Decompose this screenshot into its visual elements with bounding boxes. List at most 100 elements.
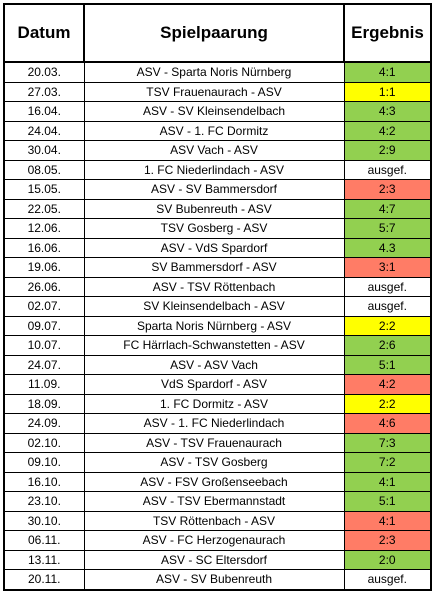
cell-spielpaarung: ASV - SV Bammersdorf bbox=[83, 179, 345, 200]
table-row: 06.11. ASV - FC Herzogenaurach 2:3 bbox=[3, 530, 432, 551]
cell-spielpaarung: ASV - FSV Großenseebach bbox=[83, 471, 345, 492]
table-row: 02.10. ASV - TSV Frauenaurach 7:3 bbox=[3, 432, 432, 453]
results-table: Datum Spielpaarung Ergebnis 20.03. ASV - … bbox=[3, 3, 432, 591]
cell-ergebnis: 4.3 bbox=[343, 237, 432, 258]
cell-ergebnis: 2:3 bbox=[343, 179, 432, 200]
cell-ergebnis: 4:1 bbox=[343, 510, 432, 531]
cell-ergebnis: ausgef. bbox=[343, 276, 432, 297]
table-row: 11.09. VdS Spardorf - ASV 4:2 bbox=[3, 374, 432, 395]
cell-ergebnis: 7:2 bbox=[343, 452, 432, 473]
table-row: 08.05. 1. FC Niederlindach - ASV ausgef. bbox=[3, 159, 432, 180]
cell-ergebnis: 4:3 bbox=[343, 101, 432, 122]
cell-ergebnis: 2:3 bbox=[343, 530, 432, 551]
table-row: 12.06. TSV Gosberg - ASV 5:7 bbox=[3, 218, 432, 239]
cell-datum: 23.10. bbox=[3, 491, 85, 512]
cell-datum: 15.05. bbox=[3, 179, 85, 200]
table-body: 20.03. ASV - Sparta Noris Nürnberg 4:1 27.0… bbox=[3, 61, 432, 591]
cell-ergebnis: 5:7 bbox=[343, 218, 432, 239]
table-row: 16.04. ASV - SV Kleinsendelbach 4:3 bbox=[3, 101, 432, 122]
cell-datum: 12.06. bbox=[3, 218, 85, 239]
cell-datum: 09.07. bbox=[3, 315, 85, 336]
cell-datum: 13.11. bbox=[3, 549, 85, 570]
cell-spielpaarung: ASV - SV Kleinsendelbach bbox=[83, 101, 345, 122]
table-row: 26.06. ASV - TSV Röttenbach ausgef. bbox=[3, 276, 432, 297]
cell-spielpaarung: ASV - 1. FC Niederlindach bbox=[83, 413, 345, 434]
cell-datum: 30.10. bbox=[3, 510, 85, 531]
table-row: 10.07. FC Härrlach-Schwanstetten - ASV 2:6 bbox=[3, 335, 432, 356]
cell-spielpaarung: ASV - TSV Gosberg bbox=[83, 452, 345, 473]
cell-datum: 24.09. bbox=[3, 413, 85, 434]
cell-spielpaarung: ASV - SV Bubenreuth bbox=[83, 569, 345, 591]
cell-datum: 20.03. bbox=[3, 61, 85, 83]
cell-spielpaarung: VdS Spardorf - ASV bbox=[83, 374, 345, 395]
cell-spielpaarung: SV Kleinsendelbach - ASV bbox=[83, 296, 345, 317]
cell-ergebnis: 4:6 bbox=[343, 413, 432, 434]
cell-ergebnis: 5:1 bbox=[343, 491, 432, 512]
cell-spielpaarung: SV Bubenreuth - ASV bbox=[83, 198, 345, 219]
cell-datum: 26.06. bbox=[3, 276, 85, 297]
cell-datum: 16.04. bbox=[3, 101, 85, 122]
cell-spielpaarung: TSV Frauenaurach - ASV bbox=[83, 81, 345, 102]
table-row: 09.07. Sparta Noris Nürnberg - ASV 2:2 bbox=[3, 315, 432, 336]
cell-ergebnis: ausgef. bbox=[343, 159, 432, 180]
cell-ergebnis: 2:0 bbox=[343, 549, 432, 570]
table-row: 30.10. TSV Röttenbach - ASV 4:1 bbox=[3, 510, 432, 531]
cell-datum: 22.05. bbox=[3, 198, 85, 219]
cell-ergebnis: ausgef. bbox=[343, 296, 432, 317]
cell-spielpaarung: ASV Vach - ASV bbox=[83, 140, 345, 161]
table-row: 15.05. ASV - SV Bammersdorf 2:3 bbox=[3, 179, 432, 200]
table-row: 02.07. SV Kleinsendelbach - ASV ausgef. bbox=[3, 296, 432, 317]
cell-ergebnis: 4:1 bbox=[343, 471, 432, 492]
cell-ergebnis: 1:1 bbox=[343, 81, 432, 102]
cell-datum: 20.11. bbox=[3, 569, 85, 591]
cell-ergebnis: 2:2 bbox=[343, 315, 432, 336]
cell-datum: 24.07. bbox=[3, 354, 85, 375]
cell-datum: 27.03. bbox=[3, 81, 85, 102]
table-row: 19.06. SV Bammersdorf - ASV 3:1 bbox=[3, 257, 432, 278]
cell-spielpaarung: TSV Röttenbach - ASV bbox=[83, 510, 345, 531]
cell-ergebnis: 3:1 bbox=[343, 257, 432, 278]
cell-spielpaarung: ASV - TSV Frauenaurach bbox=[83, 432, 345, 453]
cell-spielpaarung: 1. FC Niederlindach - ASV bbox=[83, 159, 345, 180]
cell-ergebnis: 2:6 bbox=[343, 335, 432, 356]
table-row: 23.10. ASV - TSV Ebermannstadt 5:1 bbox=[3, 491, 432, 512]
cell-spielpaarung: ASV - Sparta Noris Nürnberg bbox=[83, 61, 345, 83]
cell-datum: 30.04. bbox=[3, 140, 85, 161]
cell-datum: 16.06. bbox=[3, 237, 85, 258]
cell-datum: 11.09. bbox=[3, 374, 85, 395]
cell-ergebnis: 4:2 bbox=[343, 374, 432, 395]
cell-spielpaarung: ASV - ASV Vach bbox=[83, 354, 345, 375]
table-row: 18.09. 1. FC Dormitz - ASV 2:2 bbox=[3, 393, 432, 414]
cell-datum: 19.06. bbox=[3, 257, 85, 278]
header-datum: Datum bbox=[3, 3, 85, 63]
cell-datum: 09.10. bbox=[3, 452, 85, 473]
cell-spielpaarung: TSV Gosberg - ASV bbox=[83, 218, 345, 239]
cell-spielpaarung: FC Härrlach-Schwanstetten - ASV bbox=[83, 335, 345, 356]
table-row: 20.03. ASV - Sparta Noris Nürnberg 4:1 bbox=[3, 61, 432, 83]
cell-ergebnis: 4:1 bbox=[343, 61, 432, 83]
cell-spielpaarung: ASV - TSV Röttenbach bbox=[83, 276, 345, 297]
cell-datum: 02.10. bbox=[3, 432, 85, 453]
cell-datum: 08.05. bbox=[3, 159, 85, 180]
table-row: 22.05. SV Bubenreuth - ASV 4:7 bbox=[3, 198, 432, 219]
table-row: 24.07. ASV - ASV Vach 5:1 bbox=[3, 354, 432, 375]
cell-ergebnis: 2:2 bbox=[343, 393, 432, 414]
cell-ergebnis: 5:1 bbox=[343, 354, 432, 375]
cell-ergebnis: 4:2 bbox=[343, 120, 432, 141]
table-row: 13.11. ASV - SC Eltersdorf 2:0 bbox=[3, 549, 432, 570]
cell-datum: 16.10. bbox=[3, 471, 85, 492]
table-row: 24.09. ASV - 1. FC Niederlindach 4:6 bbox=[3, 413, 432, 434]
cell-spielpaarung: ASV - TSV Ebermannstadt bbox=[83, 491, 345, 512]
table-row: 30.04. ASV Vach - ASV 2:9 bbox=[3, 140, 432, 161]
cell-datum: 02.07. bbox=[3, 296, 85, 317]
header-row: Datum Spielpaarung Ergebnis bbox=[3, 3, 432, 63]
cell-ergebnis: 7:3 bbox=[343, 432, 432, 453]
table-row: 27.03. TSV Frauenaurach - ASV 1:1 bbox=[3, 81, 432, 102]
cell-spielpaarung: ASV - VdS Spardorf bbox=[83, 237, 345, 258]
table-row: 16.10. ASV - FSV Großenseebach 4:1 bbox=[3, 471, 432, 492]
cell-spielpaarung: ASV - 1. FC Dormitz bbox=[83, 120, 345, 141]
table-row: 20.11. ASV - SV Bubenreuth ausgef. bbox=[3, 569, 432, 591]
cell-spielpaarung: Sparta Noris Nürnberg - ASV bbox=[83, 315, 345, 336]
cell-datum: 24.04. bbox=[3, 120, 85, 141]
table-row: 16.06. ASV - VdS Spardorf 4.3 bbox=[3, 237, 432, 258]
